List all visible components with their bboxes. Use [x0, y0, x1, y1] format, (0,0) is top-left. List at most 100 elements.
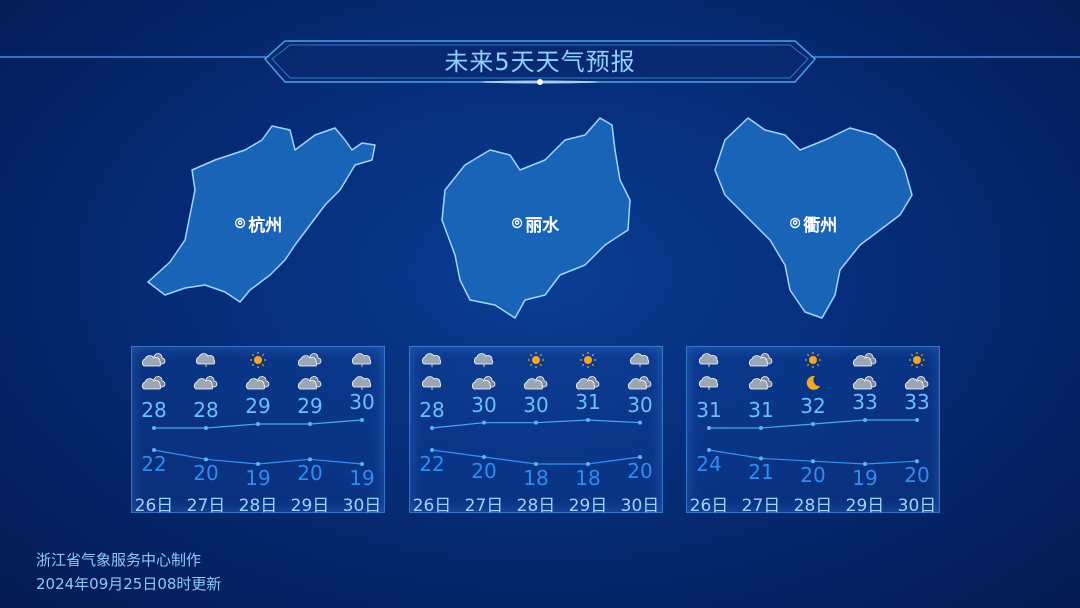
low-temp: 20 — [904, 463, 930, 488]
forecast-date: 30日 — [897, 496, 937, 516]
high-temp-point — [759, 426, 763, 430]
map-lishui — [441, 117, 631, 319]
high-temp-point — [256, 422, 260, 426]
low-temp: 24 — [696, 452, 722, 476]
forecast-date: 28日 — [238, 496, 278, 516]
cloudy-icon — [627, 376, 652, 390]
temperature-chart — [141, 352, 372, 466]
sunny-icon — [805, 352, 821, 368]
low-temp: 20 — [297, 461, 323, 486]
forecast-date: 26日 — [134, 496, 174, 516]
high-temp-point — [534, 420, 538, 425]
high-temp-point — [482, 420, 486, 425]
high-temp-point — [707, 426, 711, 430]
rain-icon — [698, 376, 719, 390]
update-time: 2024年09月25日08时更新 — [36, 575, 222, 593]
forecast-date: 27日 — [464, 496, 504, 516]
high-temp-point — [915, 418, 919, 422]
forecast-date: 30日 — [342, 496, 382, 516]
city-label-hangzhou[interactable]: ⌾ 杭州 — [235, 213, 283, 237]
cloudy-icon — [141, 376, 166, 390]
high-temp-point — [586, 418, 590, 422]
low-temp: 19 — [852, 466, 878, 490]
forecast-date: 28日 — [516, 496, 556, 516]
location-pin-icon: ⌾ — [512, 213, 523, 234]
low-temp: 20 — [471, 459, 497, 483]
low-temp-point — [759, 456, 763, 461]
high-temp: 31 — [575, 390, 601, 414]
cloudy-icon — [904, 376, 929, 390]
high-temp: 31 — [748, 398, 774, 422]
cloudy-icon — [852, 353, 877, 367]
low-temp-point — [915, 459, 919, 464]
high-temp-point — [863, 418, 867, 422]
city-label-quzhou[interactable]: ⌾ 衢州 — [790, 213, 838, 237]
forecast-date: 29日 — [568, 496, 608, 516]
high-temp: 28 — [193, 398, 219, 422]
city-label-lishui[interactable]: ⌾ 丽水 — [512, 213, 560, 237]
high-temp: 30 — [471, 392, 497, 417]
high-temp: 29 — [297, 394, 323, 418]
sunny-icon — [580, 352, 596, 368]
forecast-panel-lishui: 28 22 26日 30 20 27日 30 18 28日 31 18 29日 30 20 30日 — [409, 346, 663, 516]
high-temp: 33 — [852, 390, 878, 414]
forecast-date: 28日 — [793, 496, 833, 516]
rain-icon — [351, 376, 372, 390]
region-maps — [147, 117, 913, 319]
high-temp-point — [308, 422, 312, 426]
source-text: 浙江省气象服务中心制作 — [36, 551, 202, 569]
high-temp-point — [360, 418, 364, 422]
low-temp-point — [360, 462, 364, 466]
high-temp: 30 — [627, 392, 653, 417]
map-quzhou — [714, 117, 913, 319]
low-temp-point — [863, 462, 867, 466]
map-hangzhou — [147, 125, 376, 303]
high-temp: 30 — [349, 390, 375, 414]
temperature-chart — [698, 352, 929, 466]
rain-icon — [195, 353, 216, 367]
low-temp-point — [256, 462, 260, 466]
forecast-date: 29日 — [290, 496, 330, 516]
location-pin-icon: ⌾ — [790, 213, 801, 234]
cloudy-icon — [471, 376, 496, 390]
low-temp: 20 — [800, 463, 826, 488]
title-frame — [0, 40, 1080, 85]
forecast-date: 29日 — [845, 496, 885, 516]
temperature-chart — [421, 352, 652, 466]
low-temp: 18 — [575, 466, 601, 490]
rain-icon — [421, 353, 442, 367]
cloudy-icon — [245, 376, 270, 390]
cloudy-icon — [141, 353, 166, 367]
cloudy-icon — [748, 353, 773, 367]
low-temp: 22 — [419, 452, 445, 476]
rain-icon — [421, 376, 442, 390]
high-temp-point — [430, 426, 434, 430]
low-temp-point — [204, 457, 208, 462]
sunny-icon — [528, 352, 544, 368]
footer: 浙江省气象服务中心制作 2024年09月25日08时更新 — [36, 548, 221, 596]
cloudy-icon — [297, 376, 322, 390]
low-temp-point — [152, 448, 156, 452]
moon-icon — [806, 375, 820, 390]
high-temp: 29 — [245, 394, 271, 418]
low-temp-point — [707, 448, 711, 452]
forecast-date: 26日 — [412, 496, 452, 516]
low-temp: 21 — [748, 460, 774, 485]
forecast-date: 27日 — [186, 496, 226, 516]
high-temp: 33 — [904, 390, 930, 414]
high-temp-point — [811, 422, 815, 426]
low-temp-point — [308, 457, 312, 462]
sunny-icon — [250, 352, 266, 368]
low-temp: 20 — [627, 459, 653, 483]
cloudy-icon — [193, 376, 218, 390]
high-temp: 31 — [696, 398, 722, 422]
high-temp: 32 — [800, 394, 826, 418]
high-temp: 28 — [419, 398, 445, 422]
high-temp-point — [638, 420, 642, 425]
low-temp-point — [430, 448, 434, 452]
sunny-icon — [909, 352, 925, 368]
high-temp: 28 — [141, 398, 167, 422]
low-temp: 18 — [523, 466, 549, 490]
rain-icon — [629, 353, 650, 367]
cloudy-icon — [523, 376, 548, 390]
